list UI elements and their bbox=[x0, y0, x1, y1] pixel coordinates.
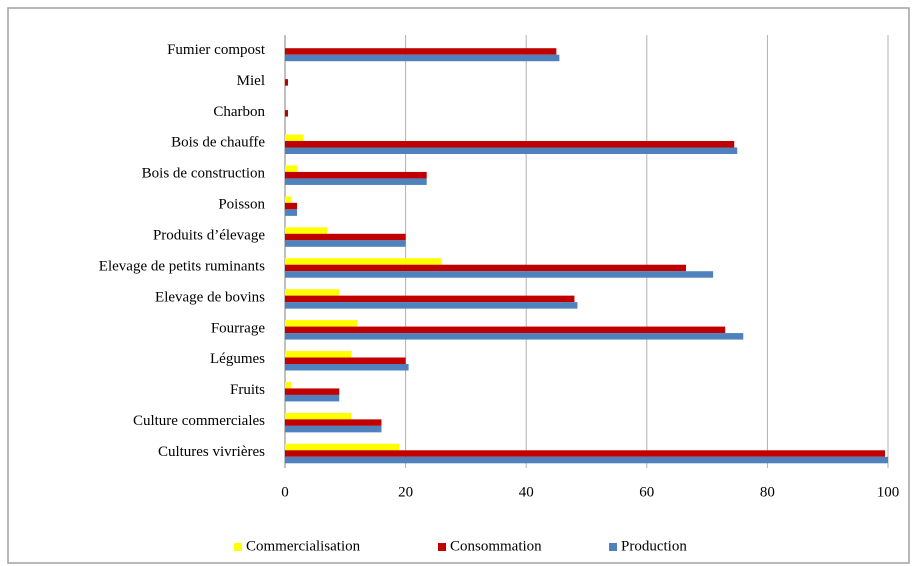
y-tick-label: Bois de construction bbox=[142, 166, 266, 182]
bar bbox=[285, 202, 298, 210]
bar bbox=[285, 48, 557, 55]
bar bbox=[285, 425, 382, 433]
bar bbox=[285, 302, 578, 309]
y-tick-label: Fruits bbox=[230, 382, 265, 398]
bar bbox=[285, 227, 328, 234]
bar bbox=[285, 412, 352, 420]
bar bbox=[285, 326, 726, 334]
legend-swatch bbox=[234, 543, 242, 551]
bar bbox=[285, 295, 575, 303]
y-tick-label: Elevage de bovins bbox=[155, 289, 265, 305]
y-tick-label: Culture commerciales bbox=[133, 413, 265, 429]
legend-label: Consommation bbox=[450, 538, 542, 554]
bar bbox=[285, 171, 427, 179]
y-tick-label: Produits d’élevage bbox=[153, 227, 265, 243]
bar bbox=[285, 110, 289, 117]
bar bbox=[285, 394, 340, 402]
bar bbox=[285, 450, 885, 457]
y-tick-label: Poisson bbox=[218, 197, 265, 213]
bar bbox=[285, 388, 340, 395]
bar bbox=[285, 351, 352, 358]
x-tick-label: 100 bbox=[877, 484, 900, 500]
bar bbox=[285, 240, 406, 247]
x-tick-label: 0 bbox=[281, 484, 289, 500]
y-tick-label: Bois de chauffe bbox=[171, 135, 265, 151]
bar bbox=[285, 196, 292, 203]
legend-swatch bbox=[609, 543, 617, 551]
bar bbox=[285, 271, 714, 278]
bar bbox=[285, 381, 292, 389]
bar bbox=[285, 364, 409, 371]
bar bbox=[285, 289, 340, 296]
bar bbox=[285, 258, 442, 265]
bar bbox=[285, 320, 358, 327]
bar bbox=[285, 333, 744, 340]
y-tick-label: Légumes bbox=[210, 351, 265, 367]
y-tick-label: Elevage de petits ruminants bbox=[99, 258, 265, 274]
bar bbox=[285, 443, 400, 451]
bar bbox=[285, 419, 382, 426]
x-tick-label: 20 bbox=[398, 484, 413, 500]
bar bbox=[285, 79, 289, 86]
legend-swatch bbox=[438, 543, 446, 551]
bar bbox=[285, 165, 298, 172]
x-tick-label: 40 bbox=[519, 484, 534, 500]
y-tick-label: Cultures vivrières bbox=[158, 444, 265, 460]
y-tick-label: Fumier compost bbox=[167, 42, 266, 58]
bar bbox=[285, 233, 406, 241]
y-tick-label: Miel bbox=[237, 73, 265, 89]
bar bbox=[285, 357, 406, 364]
bar bbox=[285, 178, 427, 185]
bar bbox=[285, 141, 735, 148]
bar bbox=[285, 147, 738, 154]
x-tick-label: 80 bbox=[760, 484, 775, 500]
bar bbox=[285, 209, 298, 216]
bar bbox=[285, 456, 888, 464]
y-tick-label: Fourrage bbox=[211, 320, 265, 336]
x-tick-label: 60 bbox=[639, 484, 654, 500]
legend-label: Production bbox=[621, 538, 687, 554]
legend-label: Commercialisation bbox=[246, 538, 361, 554]
y-tick-label: Charbon bbox=[213, 104, 265, 120]
bar bbox=[285, 134, 304, 141]
chart-frame bbox=[7, 7, 910, 564]
bar bbox=[285, 54, 560, 62]
bar bbox=[285, 264, 686, 272]
